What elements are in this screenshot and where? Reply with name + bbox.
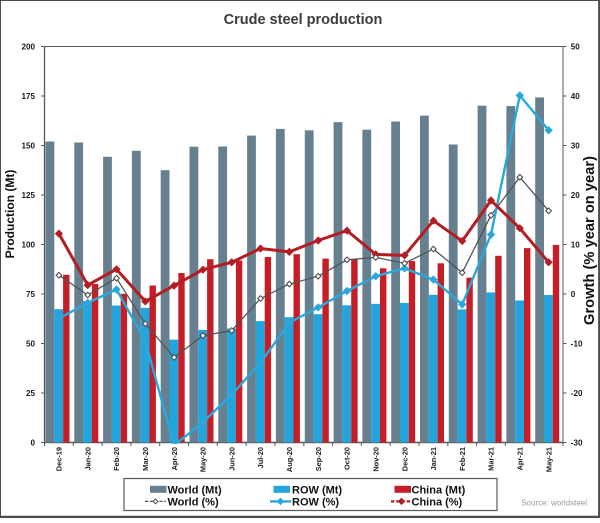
svg-text:-30: -30 <box>571 439 583 448</box>
svg-text:175: 175 <box>21 92 35 101</box>
svg-text:125: 125 <box>21 191 35 200</box>
svg-text:Nov-20: Nov-20 <box>372 447 381 472</box>
svg-text:150: 150 <box>21 142 35 151</box>
svg-text:30: 30 <box>571 142 581 151</box>
svg-text:China (Mt): China (Mt) <box>412 484 466 496</box>
svg-text:Feb-21: Feb-21 <box>458 447 467 471</box>
svg-text:100: 100 <box>21 241 35 250</box>
svg-text:ROW (%): ROW (%) <box>292 496 339 508</box>
svg-text:Growth (% year on year): Growth (% year on year) <box>582 156 598 325</box>
svg-text:20: 20 <box>571 191 581 200</box>
svg-text:Jan-21: Jan-21 <box>429 447 438 470</box>
svg-text:China (%): China (%) <box>412 496 463 508</box>
svg-text:World (%): World (%) <box>168 496 219 508</box>
svg-text:Sep-20: Sep-20 <box>314 447 323 471</box>
svg-text:-20: -20 <box>571 389 583 398</box>
svg-text:0: 0 <box>571 290 576 299</box>
svg-text:50: 50 <box>571 43 581 52</box>
svg-text:Dec-19: Dec-19 <box>55 447 64 471</box>
svg-text:25: 25 <box>26 389 36 398</box>
svg-text:Apr-20: Apr-20 <box>170 447 179 470</box>
svg-text:Jun-20: Jun-20 <box>227 447 236 471</box>
svg-text:200: 200 <box>21 43 35 52</box>
svg-text:10: 10 <box>571 241 581 250</box>
svg-text:World (Mt): World (Mt) <box>168 484 223 496</box>
svg-text:Mar-21: Mar-21 <box>487 447 496 471</box>
svg-text:Crude steel production: Crude steel production <box>224 12 383 28</box>
svg-text:-10: -10 <box>571 340 583 349</box>
svg-text:50: 50 <box>26 340 36 349</box>
svg-text:May-21: May-21 <box>544 447 553 472</box>
svg-text:Jul-20: Jul-20 <box>256 447 265 468</box>
svg-text:Mar-20: Mar-20 <box>141 447 150 471</box>
svg-text:Aug-20: Aug-20 <box>285 447 294 472</box>
svg-text:Oct-20: Oct-20 <box>343 447 352 470</box>
svg-text:Feb-20: Feb-20 <box>112 447 121 471</box>
svg-text:0: 0 <box>30 439 35 448</box>
svg-text:Dec-20: Dec-20 <box>400 447 409 471</box>
svg-text:Source: worldsteel: Source: worldsteel <box>521 499 587 508</box>
svg-text:75: 75 <box>26 290 36 299</box>
svg-text:Apr-21: Apr-21 <box>516 447 525 470</box>
svg-text:ROW (Mt): ROW (Mt) <box>292 484 342 496</box>
svg-text:Production (Mt): Production (Mt) <box>3 170 17 259</box>
svg-text:40: 40 <box>571 92 581 101</box>
svg-text:May-20: May-20 <box>199 447 208 472</box>
svg-text:Jan-20: Jan-20 <box>83 447 92 470</box>
